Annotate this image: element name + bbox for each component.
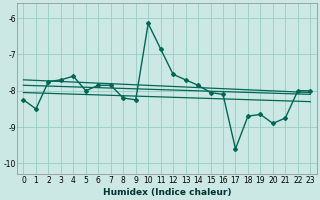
X-axis label: Humidex (Indice chaleur): Humidex (Indice chaleur) <box>103 188 231 197</box>
